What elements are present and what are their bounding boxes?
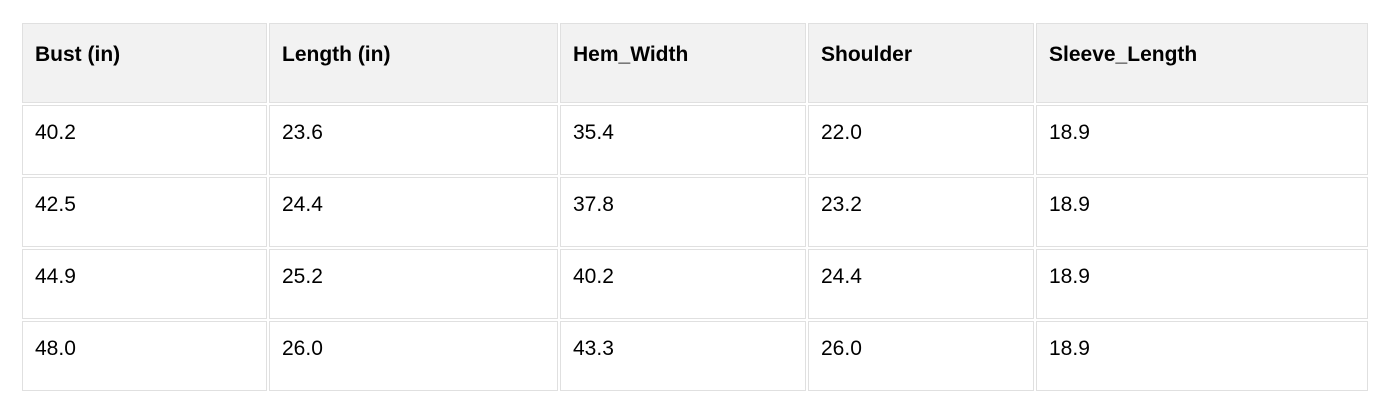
table-cell: 40.2 [22,105,267,175]
table-cell: 48.0 [22,321,267,391]
size-chart-table: Bust (in) Length (in) Hem_Width Shoulder… [20,21,1370,393]
table-cell: 18.9 [1036,177,1368,247]
table-cell: 24.4 [269,177,558,247]
table-cell: 18.9 [1036,105,1368,175]
table-row: 48.0 26.0 43.3 26.0 18.9 [22,321,1368,391]
header-row: Bust (in) Length (in) Hem_Width Shoulder… [22,23,1368,103]
table-cell: 22.0 [808,105,1034,175]
table-cell: 35.4 [560,105,806,175]
column-header-sleeve-length: Sleeve_Length [1036,23,1368,103]
table-row: 40.2 23.6 35.4 22.0 18.9 [22,105,1368,175]
table-cell: 43.3 [560,321,806,391]
table-cell: 40.2 [560,249,806,319]
table-cell: 42.5 [22,177,267,247]
table-row: 44.9 25.2 40.2 24.4 18.9 [22,249,1368,319]
table-cell: 23.6 [269,105,558,175]
table-cell: 26.0 [808,321,1034,391]
table-cell: 26.0 [269,321,558,391]
column-header-shoulder: Shoulder [808,23,1034,103]
column-header-bust: Bust (in) [22,23,267,103]
column-header-hem-width: Hem_Width [560,23,806,103]
table-cell: 24.4 [808,249,1034,319]
column-header-length: Length (in) [269,23,558,103]
table-cell: 18.9 [1036,321,1368,391]
table-row: 42.5 24.4 37.8 23.2 18.9 [22,177,1368,247]
table-cell: 37.8 [560,177,806,247]
table-cell: 25.2 [269,249,558,319]
table-cell: 23.2 [808,177,1034,247]
table-cell: 18.9 [1036,249,1368,319]
table-cell: 44.9 [22,249,267,319]
